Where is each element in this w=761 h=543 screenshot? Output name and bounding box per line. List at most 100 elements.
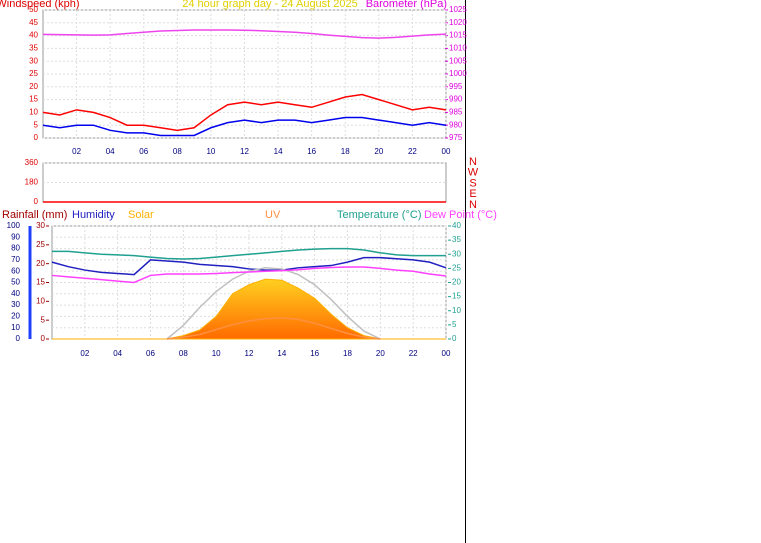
line [52, 247, 446, 260]
x-tick-label: 14 [274, 147, 283, 156]
y-tick-label: 70 [11, 255, 20, 264]
line [51, 256, 447, 276]
x-tick-label: 08 [173, 147, 182, 156]
y3-tick-label: 25 [36, 240, 45, 249]
x-tick-label: 04 [106, 147, 115, 156]
legend-label: Solar [128, 209, 154, 221]
y2-tick-label: 980 [449, 120, 463, 129]
y-tick-label: 80 [11, 244, 20, 253]
x-tick-label: 16 [307, 147, 316, 156]
y-tick-label: 180 [25, 178, 39, 187]
y2-tick-label: 0 [452, 334, 457, 343]
y-tick-label: 0 [34, 197, 39, 206]
y-axis-label: Windspeed (kph) [0, 0, 80, 10]
y-tick-label: 20 [11, 312, 20, 321]
legend-label: Temperature (°C) [337, 209, 421, 221]
y-tick-label: 90 [11, 232, 20, 241]
y3-tick-label: 0 [41, 334, 46, 343]
line [42, 29, 447, 39]
y3-tick-label: 15 [36, 278, 45, 287]
x-tick-label: 02 [80, 349, 89, 358]
y2-tick-label: 985 [449, 108, 463, 117]
y-tick-label: 60 [11, 266, 20, 275]
x-tick-label: 06 [146, 349, 155, 358]
y2-tick-label: 990 [449, 95, 463, 104]
legend-label: Humidity [72, 209, 115, 221]
y3-tick-label: 20 [36, 259, 45, 268]
y-tick-label: 50 [29, 5, 38, 14]
y-tick-label: 10 [29, 108, 38, 117]
x-tick-label: 02 [72, 147, 81, 156]
line [166, 317, 381, 340]
x-tick-label: 04 [113, 349, 122, 358]
x-tick-label: 06 [139, 147, 148, 156]
y2-tick-label: 1015 [449, 31, 467, 40]
x-tick-label: 16 [310, 349, 319, 358]
y-tick-label: 45 [29, 18, 38, 27]
y-tick-label: 10 [11, 323, 20, 332]
y-tick-label: 35 [29, 44, 38, 53]
x-tick-label: 22 [409, 349, 418, 358]
y2-tick-label: 1025 [449, 5, 467, 14]
legend-label: Dew Point (°C) [424, 209, 497, 221]
compass-label: S [469, 177, 476, 189]
y3-tick-label: 5 [41, 315, 46, 324]
y3-axis-label: Rainfall (mm) [2, 209, 67, 221]
y-tick-label: 40 [29, 31, 38, 40]
area [52, 278, 446, 340]
y-tick-label: 5 [34, 120, 39, 129]
y2-tick-label: 30 [452, 249, 461, 258]
y-tick-label: 20 [29, 82, 38, 91]
y2-tick-label: 25 [452, 263, 461, 272]
y-tick-label: 25 [29, 69, 38, 78]
y-tick-label: 40 [11, 289, 20, 298]
x-tick-label: 18 [343, 349, 352, 358]
y2-tick-label: 1000 [449, 69, 467, 78]
x-tick-label: 20 [376, 349, 385, 358]
y-tick-label: 30 [29, 56, 38, 65]
x-tick-label: 22 [408, 147, 417, 156]
compass-label: E [469, 188, 476, 200]
line [42, 93, 447, 132]
compass-label: N [469, 199, 477, 211]
y3-tick-label: 30 [36, 221, 45, 230]
x-tick-label: 00 [442, 147, 451, 156]
y2-tick-label: 1020 [449, 18, 467, 27]
y2-tick-label: 995 [449, 82, 463, 91]
compass-label: W [468, 167, 479, 179]
x-tick-label: 00 [442, 349, 451, 358]
y2-tick-label: 15 [452, 292, 461, 301]
x-tick-label: 08 [179, 349, 188, 358]
line [42, 116, 447, 137]
y2-tick-label: 975 [449, 133, 463, 142]
chart-title: 24 hour graph day - 24 August 2025 [182, 0, 358, 10]
x-tick-label: 12 [240, 147, 249, 156]
legend-label: UV [265, 209, 281, 221]
y-tick-label: 360 [25, 158, 39, 167]
x-tick-label: 14 [277, 349, 286, 358]
y3-tick-label: 10 [36, 296, 45, 305]
y2-tick-label: 40 [452, 221, 461, 230]
y2-tick-label: 5 [452, 320, 457, 329]
y-tick-label: 30 [11, 300, 20, 309]
y-tick-label: 15 [29, 95, 38, 104]
line [166, 267, 381, 340]
y-tick-label: 0 [16, 334, 21, 343]
y2-tick-label: 35 [452, 235, 461, 244]
y2-tick-label: 1010 [449, 44, 467, 53]
y-tick-label: 0 [34, 133, 39, 142]
y2-tick-label: 1005 [449, 56, 467, 65]
line [51, 266, 447, 284]
y-tick-label: 100 [7, 221, 21, 230]
x-tick-label: 18 [341, 147, 350, 156]
x-tick-label: 20 [374, 147, 383, 156]
x-tick-label: 10 [206, 147, 215, 156]
x-tick-label: 10 [212, 349, 221, 358]
y2-tick-label: 10 [452, 306, 461, 315]
y2-axis-label: Barometer (hPa) [366, 0, 447, 10]
y2-tick-label: 20 [452, 278, 461, 287]
compass-label: N [469, 156, 477, 168]
x-tick-label: 12 [245, 349, 254, 358]
